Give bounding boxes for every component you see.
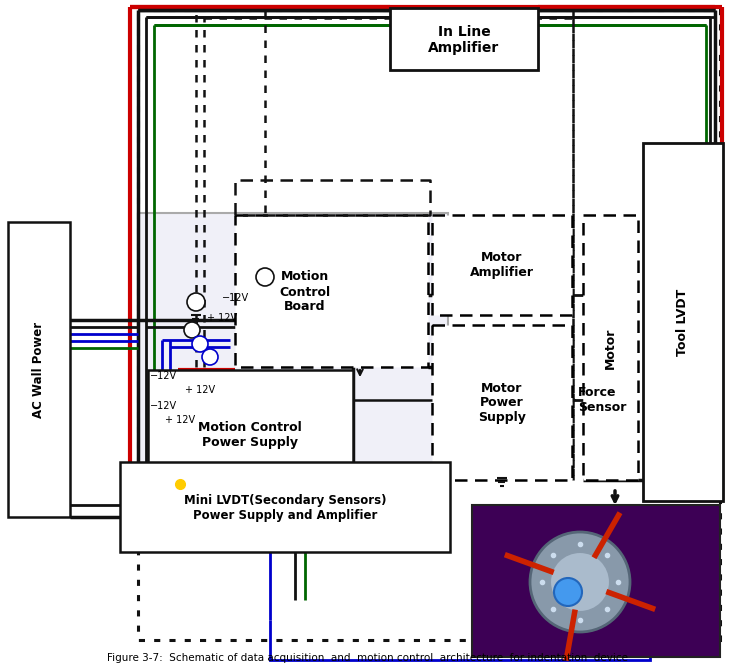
Text: Motion Control
Power Supply: Motion Control Power Supply (198, 421, 302, 449)
Bar (8, 222, 70, 517)
Text: Mini LVDT(Secondary Sensors)
Power Supply and Amplifier: Mini LVDT(Secondary Sensors) Power Suppl… (184, 494, 387, 522)
Text: Motor
Power
Supply: Motor Power Supply (478, 381, 526, 425)
Text: Motor: Motor (603, 327, 617, 369)
Text: Force
Sensor: Force Sensor (578, 386, 626, 414)
Circle shape (192, 336, 208, 352)
Text: 5: 5 (207, 353, 212, 361)
Circle shape (187, 293, 205, 311)
Circle shape (550, 552, 610, 612)
Circle shape (530, 532, 630, 632)
Bar (583, 215, 638, 480)
Bar (138, 10, 720, 640)
Text: Motor
Amplifier: Motor Amplifier (470, 251, 534, 279)
Circle shape (256, 268, 274, 286)
Circle shape (184, 322, 200, 338)
Bar (120, 462, 450, 552)
Text: In Line
Amplifier: In Line Amplifier (429, 25, 500, 55)
Circle shape (554, 578, 582, 606)
Text: 2: 2 (190, 326, 195, 334)
Bar (643, 143, 723, 501)
Bar (148, 370, 353, 500)
Text: Tool LVDT: Tool LVDT (676, 288, 689, 356)
Text: 1: 1 (262, 272, 268, 282)
Text: −12V: −12V (150, 371, 177, 381)
Text: Motion
Control
Board: Motion Control Board (279, 270, 331, 314)
Bar (138, 213, 448, 535)
Circle shape (202, 349, 218, 365)
Bar (472, 505, 720, 657)
Text: −12V: −12V (222, 293, 249, 303)
Bar (235, 215, 428, 367)
Text: 4: 4 (193, 298, 198, 306)
Text: + 12V: + 12V (207, 313, 237, 323)
Text: + 12V: + 12V (185, 385, 215, 395)
Text: AC Wall Power: AC Wall Power (32, 322, 46, 418)
Text: + 12V: + 12V (165, 415, 195, 425)
Bar (432, 215, 572, 315)
Text: 3: 3 (197, 339, 203, 349)
Text: Figure 3-7:  Schematic of data acquisition  and  motion control  architecture  f: Figure 3-7: Schematic of data acquisitio… (107, 653, 628, 663)
Text: −12V: −12V (150, 401, 177, 411)
Bar (432, 325, 572, 480)
Bar (390, 8, 538, 70)
